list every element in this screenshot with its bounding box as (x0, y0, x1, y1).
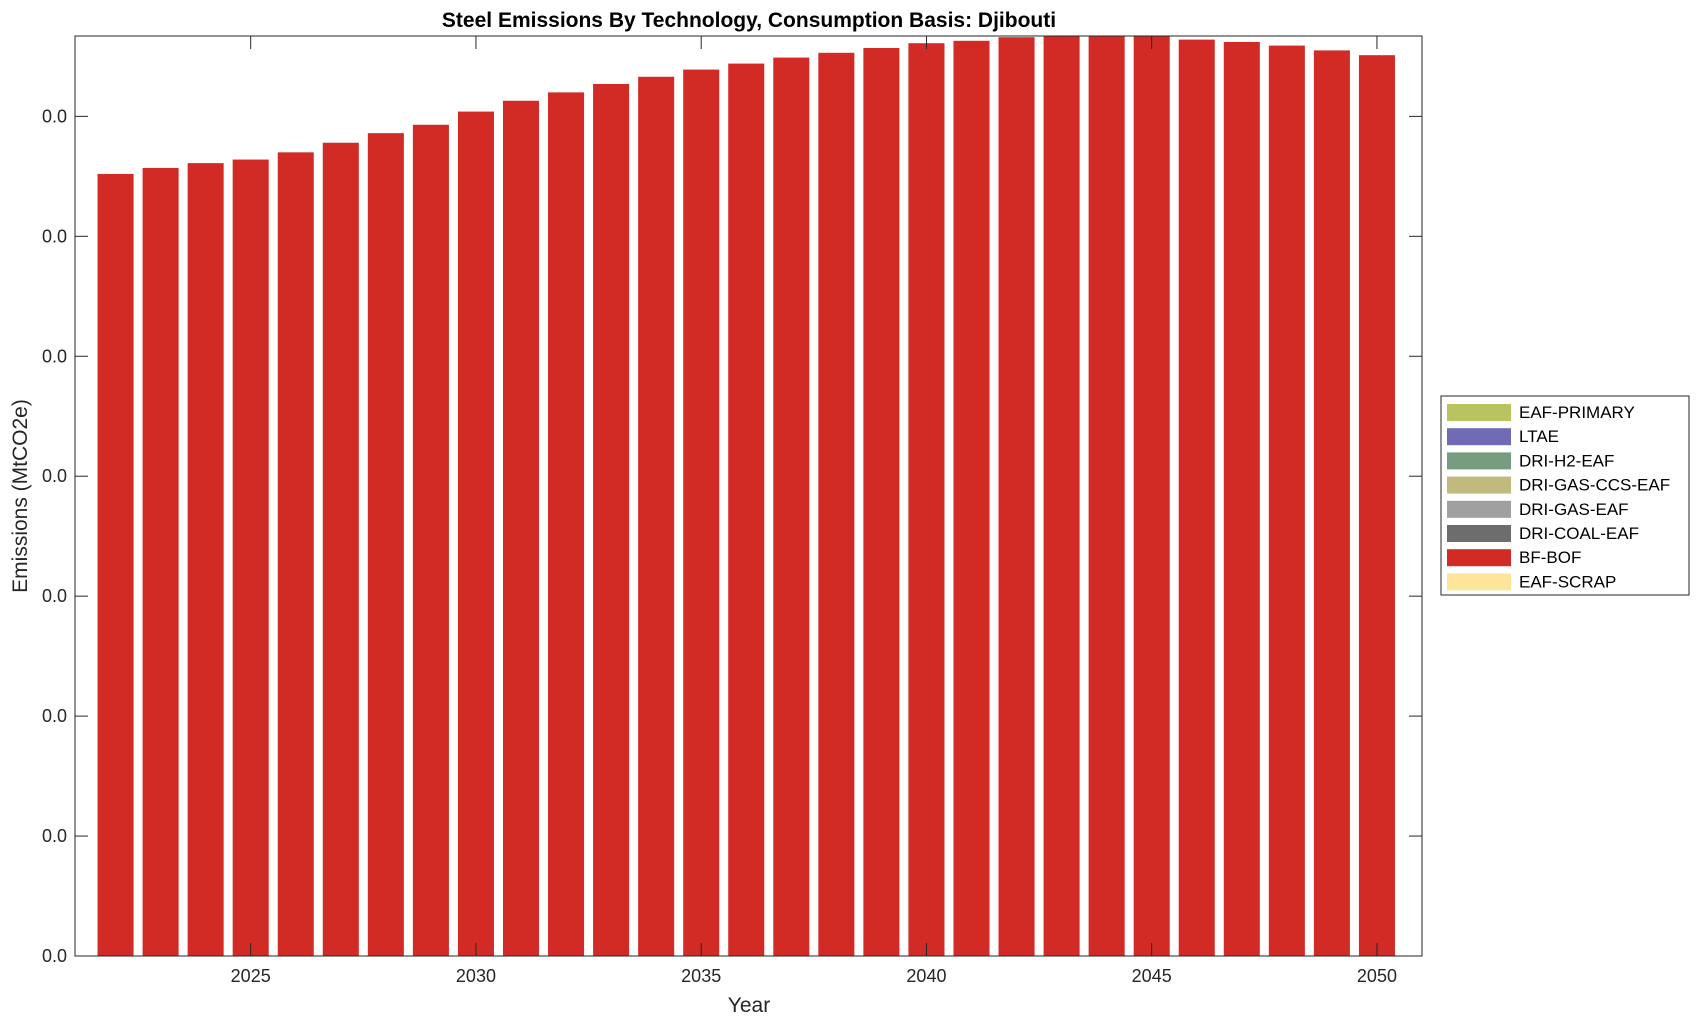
y-tick-label: 0.0 (42, 706, 67, 726)
bar-bf-bof-2027 (322, 142, 359, 956)
y-axis-label: Emissions (MtCO2e) (9, 399, 32, 593)
legend-items: EAF-PRIMARY LTAE DRI-H2-EAF DRI-GAS-CCS-EAF… (1447, 403, 1670, 591)
bars-layer (97, 36, 1395, 957)
bar-bf-bof-2026 (277, 152, 314, 957)
legend-swatch-bf-bof (1447, 549, 1511, 567)
bar-bf-bof-2050 (1358, 55, 1395, 956)
bar-bf-bof-2037 (773, 57, 810, 956)
bar-bf-bof-2046 (1178, 39, 1215, 957)
x-tick-label: 2030 (456, 966, 496, 986)
bar-bf-bof-2023 (142, 167, 179, 956)
legend-label-dri-h2-eaf: DRI-H2-EAF (1519, 451, 1614, 470)
y-axis: 0.0 0.0 0.0 0.0 0.0 0.0 0.0 0.0 (42, 106, 1422, 966)
y-tick-label: 0.0 (42, 106, 67, 126)
bar-bf-bof-2049 (1313, 50, 1350, 956)
legend-label-dri-coal-eaf: DRI-COAL-EAF (1519, 524, 1639, 543)
bar-bf-bof-2039 (863, 47, 900, 957)
bar-bf-bof-2022 (97, 173, 134, 956)
x-tick-label: 2035 (681, 966, 721, 986)
legend-swatch-dri-gas-ccs-eaf (1447, 476, 1511, 494)
y-tick-label: 0.0 (42, 346, 67, 366)
bar-bf-bof-2035 (683, 69, 720, 957)
legend-label-eaf-scrap: EAF-SCRAP (1519, 572, 1616, 591)
bar-bf-bof-2029 (412, 124, 449, 956)
bar-bf-bof-2034 (638, 76, 675, 956)
bar-bf-bof-2032 (548, 92, 585, 956)
bar-bf-bof-2041 (953, 40, 990, 957)
x-tick-label: 2040 (906, 966, 946, 986)
bar-bf-bof-2040 (908, 43, 945, 956)
bar-bf-bof-2043 (1043, 36, 1080, 956)
y-tick-label: 0.0 (42, 586, 67, 606)
legend-swatch-eaf-scrap (1447, 573, 1511, 591)
x-tick-label: 2050 (1357, 966, 1397, 986)
x-tick-label: 2025 (231, 966, 271, 986)
legend-label-dri-gas-eaf: DRI-GAS-EAF (1519, 500, 1629, 519)
bar-bf-bof-2048 (1268, 45, 1305, 957)
legend-swatch-dri-h2-eaf (1447, 452, 1511, 470)
bar-bf-bof-2045 (1133, 36, 1170, 956)
chart-title: Steel Emissions By Technology, Consumpti… (442, 9, 1056, 32)
bar-bf-bof-2036 (728, 63, 765, 956)
bar-bf-bof-2038 (818, 52, 855, 957)
x-tick-label: 2045 (1132, 966, 1172, 986)
legend-swatch-ltae (1447, 428, 1511, 446)
plot-area-frame (74, 35, 1423, 957)
bar-bf-bof-2047 (1223, 42, 1260, 956)
legend-label-bf-bof: BF-BOF (1519, 548, 1581, 567)
legend-label-ltae: LTAE (1519, 427, 1559, 446)
bar-bf-bof-2031 (502, 100, 540, 956)
legend-swatch-eaf-primary (1447, 404, 1511, 421)
y-tick-label: 0.0 (42, 826, 67, 846)
x-axis: 2025 2030 2035 2040 2045 2050 (231, 36, 1397, 986)
bar-bf-bof-2033 (593, 83, 630, 957)
y-tick-label: 0.0 (42, 226, 67, 246)
legend-label-dri-gas-ccs-eaf: DRI-GAS-CCS-EAF (1519, 476, 1670, 495)
legend-swatch-dri-coal-eaf (1447, 525, 1511, 542)
x-axis-label: Year (728, 994, 770, 1017)
bar-bf-bof-2025 (232, 159, 269, 957)
legend-label-eaf-primary: EAF-PRIMARY (1519, 403, 1635, 422)
y-tick-label: 0.0 (42, 946, 67, 966)
bar-bf-bof-2042 (998, 37, 1035, 956)
legend-swatch-dri-gas-eaf (1447, 500, 1511, 518)
bar-bf-bof-2030 (457, 111, 494, 956)
bar-bf-bof-2044 (1088, 36, 1125, 956)
bar-bf-bof-2028 (367, 133, 404, 956)
legend: EAF-PRIMARY LTAE DRI-H2-EAF DRI-GAS-CCS-EAF… (1440, 395, 1690, 596)
bar-bf-bof-2024 (187, 163, 224, 956)
y-tick-label: 0.0 (42, 466, 67, 486)
